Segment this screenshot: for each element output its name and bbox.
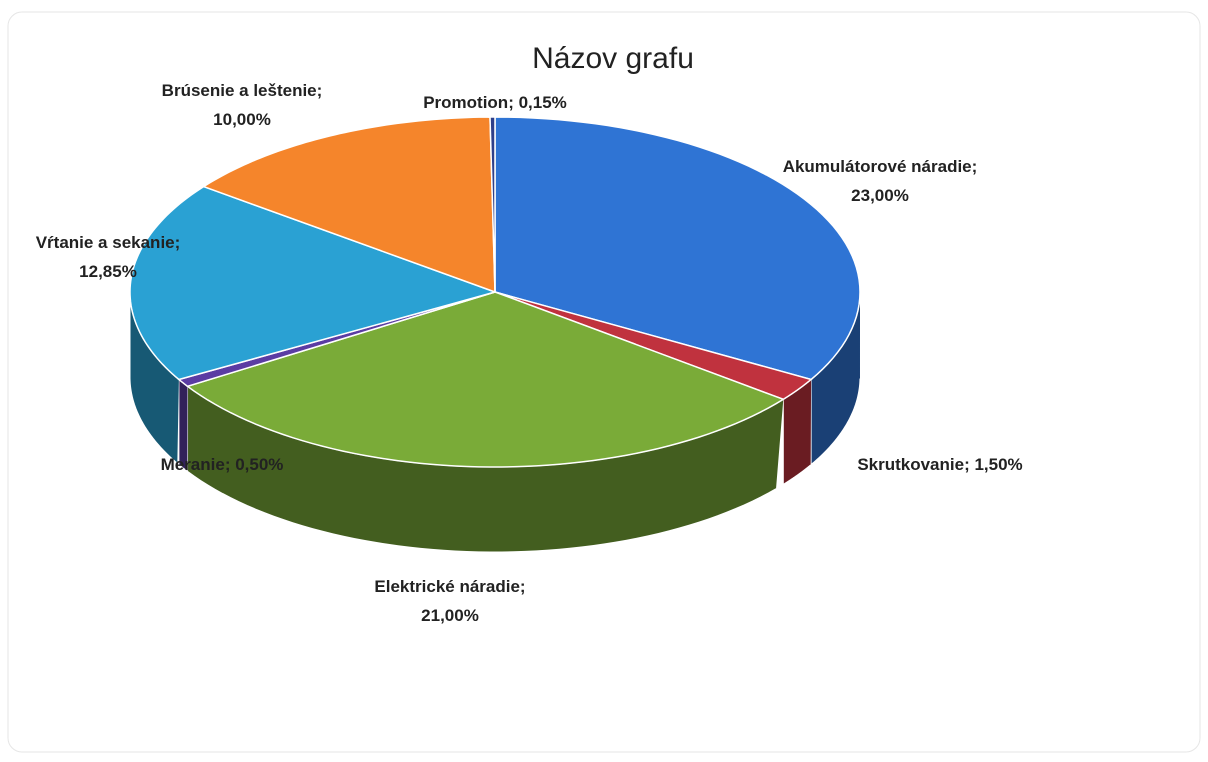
label-value: 0,50%	[235, 455, 283, 474]
label-separator: ;	[520, 577, 526, 596]
label-value: 12,85%	[79, 262, 137, 281]
label-separator: ;	[225, 455, 235, 474]
label-category: Vŕtanie a sekanie	[36, 233, 175, 252]
label-value: 0,15%	[519, 93, 567, 112]
label-category: Elektrické náradie	[374, 577, 520, 596]
slice	[129, 185, 498, 381]
data-label: Elektrické náradie;	[374, 577, 525, 596]
data-label: Vŕtanie a sekanie;	[36, 233, 181, 252]
label-value: 23,00%	[851, 186, 909, 205]
label-separator: ;	[972, 157, 978, 176]
slice	[494, 291, 814, 401]
data-label: Promotion; 0,15%	[423, 93, 567, 112]
label-category: Promotion	[423, 93, 508, 112]
data-label: 23,00%	[851, 186, 909, 205]
label-separator: ;	[508, 93, 518, 112]
label-value: 1,50%	[974, 455, 1022, 474]
label-separator: ;	[317, 81, 323, 100]
slice	[203, 116, 496, 294]
chart-title: Názov grafu	[532, 42, 694, 75]
label-separator: ;	[175, 233, 181, 252]
data-label: Meranie; 0,50%	[161, 455, 284, 474]
label-value: 21,00%	[421, 606, 479, 625]
label-category: Akumulátorové náradie	[783, 157, 972, 176]
slice	[185, 291, 784, 468]
data-label: Akumulátorové náradie;	[783, 157, 978, 176]
data-label: Skrutkovanie; 1,50%	[857, 455, 1022, 474]
slice	[494, 116, 861, 381]
label-category: Skrutkovanie	[857, 455, 964, 474]
label-category: Brúsenie a leštenie	[162, 81, 317, 100]
slice	[177, 291, 496, 388]
data-label: 10,00%	[213, 110, 271, 129]
data-label: 21,00%	[421, 606, 479, 625]
label-category: Meranie	[161, 455, 225, 474]
data-label: 12,85%	[79, 262, 137, 281]
label-separator: ;	[964, 455, 974, 474]
slice	[487, 115, 496, 293]
label-value: 10,00%	[213, 110, 271, 129]
data-label: Brúsenie a leštenie;	[162, 81, 323, 100]
